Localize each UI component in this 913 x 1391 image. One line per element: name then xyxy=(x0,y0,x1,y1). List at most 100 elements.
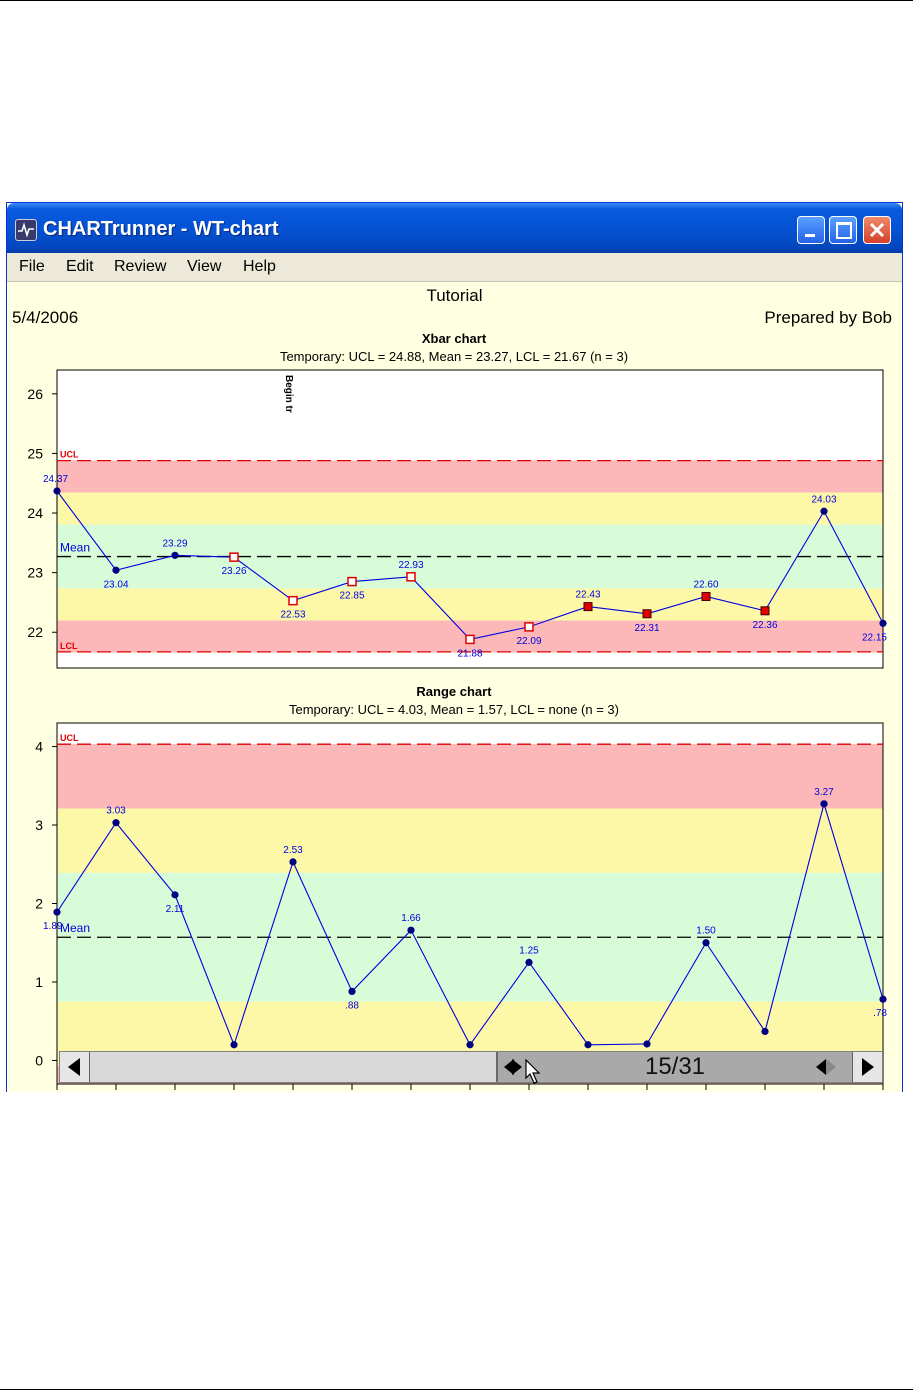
arrow-left-icon xyxy=(68,1058,80,1076)
xbar-lcl-label: LCL xyxy=(60,641,78,651)
x-tick-label: 1/22/1999 xyxy=(75,1089,122,1092)
xbar-point xyxy=(112,566,120,574)
range-data-label: 1.89 xyxy=(43,921,63,932)
xbar-point-filled-square xyxy=(701,591,711,601)
maximize-icon xyxy=(836,222,852,239)
xbar-data-label: 22.36 xyxy=(752,620,777,631)
xbar-data-label: 22.15 xyxy=(862,632,887,643)
range-data-label: 3.27 xyxy=(814,787,834,798)
xbar-point-filled-square xyxy=(760,606,770,616)
range-point xyxy=(53,908,61,916)
xbar-data-label: 22.93 xyxy=(398,560,423,571)
xbar-point-open-square xyxy=(288,595,298,606)
range-point xyxy=(289,858,297,866)
range-data-label: 1.50 xyxy=(696,926,716,937)
xbar-chart-title: Xbar chart xyxy=(422,331,487,346)
range-point xyxy=(584,1041,592,1049)
range-point xyxy=(171,891,179,899)
close-button[interactable] xyxy=(863,216,891,244)
menu-help[interactable]: Help xyxy=(243,258,276,275)
xbar-zone-upper-yellow xyxy=(57,492,883,525)
scroll-position-label: 15/31 xyxy=(644,1053,706,1080)
range-point xyxy=(230,1041,238,1049)
xbar-point-open-square xyxy=(406,572,416,582)
scroll-right-button[interactable] xyxy=(852,1052,882,1082)
xbar-data-label: 22.53 xyxy=(280,610,305,621)
xbar-point xyxy=(820,507,828,515)
xbar-annotation: Begin tr xyxy=(283,375,294,413)
xbar-data-label: 23.26 xyxy=(221,566,246,577)
menu-bar: File Edit Review View Help xyxy=(7,253,902,282)
range-data-label: 3.03 xyxy=(106,806,126,817)
xbar-point xyxy=(879,619,887,627)
range-y-tick-label: 0 xyxy=(35,1052,43,1068)
range-y-tick-label: 2 xyxy=(35,896,43,912)
xbar-y-tick-label: 22 xyxy=(27,624,43,640)
range-chart-subtitle: Temporary: UCL = 4.03, Mean = 1.57, LCL … xyxy=(289,702,619,717)
menu-review[interactable]: Review xyxy=(114,258,167,275)
xbar-data-label: 24.03 xyxy=(811,494,836,505)
xbar-data-label: 22.43 xyxy=(575,590,600,601)
range-point xyxy=(466,1041,474,1049)
thumb-right-left-arrow-icon xyxy=(816,1059,826,1075)
x-tick-label: 1/23/1999 xyxy=(134,1089,181,1092)
thumb-right-arrow-icon xyxy=(512,1059,522,1075)
range-data-label: 1.25 xyxy=(519,945,539,956)
range-data-label: .88 xyxy=(345,1000,359,1011)
maximize-button[interactable] xyxy=(829,216,857,244)
xbar-y-tick-label: 25 xyxy=(27,445,43,461)
x-tick-label: 1/24/1999 xyxy=(193,1089,240,1092)
menu-view[interactable]: View xyxy=(187,258,222,275)
xbar-mean-label: Mean xyxy=(60,541,90,555)
scroll-track[interactable] xyxy=(90,1052,496,1082)
range-point xyxy=(112,819,120,827)
close-icon xyxy=(869,222,885,238)
chartrunner-app-icon xyxy=(15,219,37,241)
range-y-tick-label: 1 xyxy=(35,974,43,990)
xbar-point-filled-square xyxy=(642,609,652,619)
range-ucl-label: UCL xyxy=(60,733,79,743)
xbar-data-label: 22.60 xyxy=(693,579,718,590)
xbar-point-open-square xyxy=(229,552,239,562)
xbar-ucl-label: UCL xyxy=(60,450,79,460)
range-y-tick-label: 3 xyxy=(35,817,43,833)
range-point xyxy=(407,926,415,934)
xbar-point-open-square xyxy=(347,576,357,587)
range-data-label: .78 xyxy=(873,1008,887,1019)
range-point xyxy=(761,1027,769,1036)
x-tick-label: 1/27/1999 xyxy=(370,1089,417,1092)
range-point xyxy=(643,1040,651,1048)
xbar-point-open-square xyxy=(524,622,534,632)
scroll-thumb[interactable]: 15/31 xyxy=(496,1052,852,1082)
minimize-button[interactable] xyxy=(797,216,825,244)
range-y-tick-label: 4 xyxy=(35,739,43,755)
range-data-label: 1.66 xyxy=(401,913,421,924)
range-data-label: 2.11 xyxy=(166,904,185,915)
scroll-left-button[interactable] xyxy=(60,1052,90,1082)
x-tick-label: 1/21/1999 xyxy=(16,1089,63,1092)
xbar-data-label: 23.29 xyxy=(162,538,187,549)
xbar-zone-lower-yellow xyxy=(57,588,883,621)
range-chart-title: Range chart xyxy=(416,684,492,699)
xbar-data-label: 23.04 xyxy=(103,579,128,590)
arrow-right-icon xyxy=(862,1058,874,1076)
menu-edit[interactable]: Edit xyxy=(66,258,94,275)
xbar-point-filled-square xyxy=(583,602,593,612)
xbar-y-tick-label: 23 xyxy=(27,565,43,581)
xbar-data-label: 22.85 xyxy=(339,591,364,602)
xbar-y-tick-label: 24 xyxy=(27,505,43,521)
minimize-icon xyxy=(805,234,815,237)
x-tick-label: 1/26/1999 xyxy=(311,1089,358,1092)
range-zone-upper-red xyxy=(57,744,883,809)
title-bar[interactable]: CHARTrunner - WT-chart xyxy=(7,203,902,253)
range-point xyxy=(820,800,828,808)
xbar-plot-frame xyxy=(56,369,884,669)
horizontal-scrollbar[interactable]: 15/31 xyxy=(59,1051,883,1083)
xbar-zone-upper-red xyxy=(57,460,883,493)
range-point xyxy=(525,958,533,966)
xbar-data-label: 22.09 xyxy=(516,636,541,647)
prepared-by: Prepared by Bob xyxy=(764,308,892,327)
menu-file[interactable]: File xyxy=(19,258,45,275)
xbar-data-label: 21.88 xyxy=(457,648,482,659)
thumb-left-arrow-icon xyxy=(504,1059,514,1075)
